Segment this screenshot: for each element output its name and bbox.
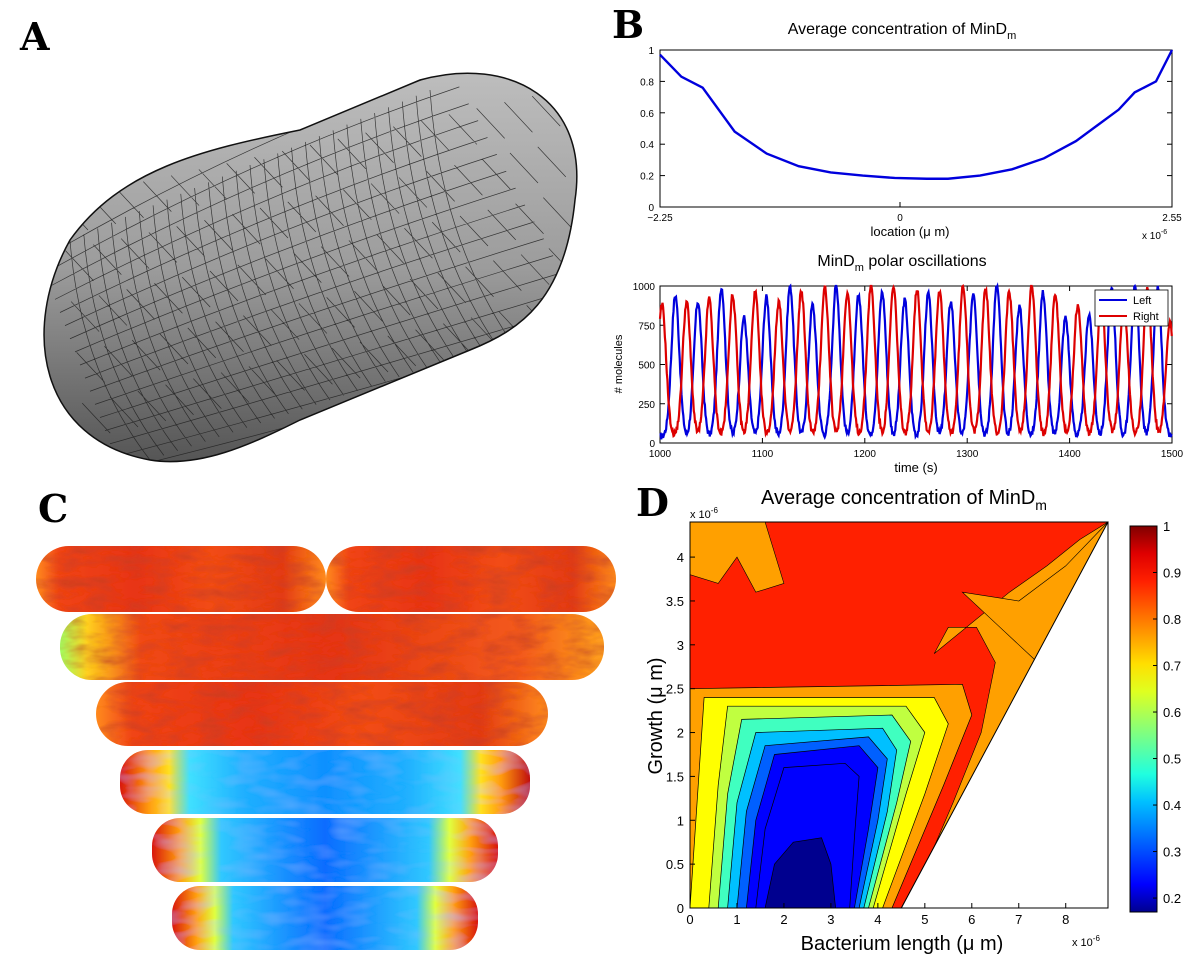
profile-y-tick-label: 0.8 [640,77,654,88]
contour-y-tick-label: 2 [677,726,684,741]
contour-y-tick-label: 0 [677,901,684,916]
profile-series-line [659,49,1174,180]
contour-x-tick-label: 0 [686,912,693,927]
capsule-body [44,73,577,462]
cell-strip-5 [152,818,498,882]
contour-x-tick-label: 7 [1015,912,1022,927]
left-series-line [659,282,1173,441]
legend-right-label: Right [1133,311,1159,323]
colorbar-tick-label: 0.9 [1163,566,1181,581]
contour-x-label: Bacterium length (μ m) [801,933,1004,955]
panel-letter-b: B [612,2,645,47]
contour-x-tick-label: 4 [874,912,881,927]
colorbar-tick-label: 0.5 [1163,752,1181,767]
contour-plot-frame [689,521,1109,909]
profile-y-tick-label: 0.4 [640,140,654,151]
profile-y-tick-label: 0 [648,203,654,214]
colorbar-tick-label: 0.6 [1163,705,1181,720]
oscillation-y-tick-label: 750 [638,321,655,332]
cell-strip-dividing [36,546,616,612]
profile-title-sub: m [1007,30,1016,42]
contour-y-tick-label: 1 [677,813,684,828]
contour-y-tick-label: 2.5 [666,682,684,697]
contour-y-tick-label: 4 [677,550,684,565]
oscillation-x-tick-label: 1000 [649,449,672,460]
contour-x-tick-label: 3 [827,912,834,927]
profile-x-tick-label: 2.55 [1162,213,1182,224]
contour-y-tick-label: 1.5 [666,769,684,784]
oscillation-y-tick-label: 1000 [633,282,656,293]
oscillation-x-tick-label: 1100 [752,449,774,460]
panel-b-charts: Average concentration of MinDm 00.20.40.… [613,21,1184,475]
profile-x-label: location (μ m) [870,224,949,239]
oscillation-y-tick-label: 0 [649,439,655,450]
oscillation-y-label: # molecules [613,334,625,393]
profile-y-tick-label: 0.6 [640,109,654,120]
colorbar-tick-label: 0.2 [1163,891,1181,906]
contour-x-tick-label: 5 [921,912,928,927]
cell-strip-3 [96,682,548,746]
contour-x-tick-label: 1 [733,912,740,927]
oscillation-y-tick-label: 250 [638,400,655,411]
colorbar-tick-label: 0.8 [1163,612,1181,627]
contour-x-tick-label: 6 [968,912,975,927]
contour-y-tick-label: 3.5 [666,594,684,609]
contour-domain-edge [900,521,1109,909]
profile-y-tick-label: 0.2 [640,172,654,183]
profile-x-multiplier: x 10-6 [1142,229,1167,242]
oscillation-x-tick-label: 1300 [956,449,979,460]
oscillation-title-sub: m [855,262,864,274]
colorbar-tick-label: 1 [1163,519,1170,534]
colorbar-tick-label: 0.7 [1163,659,1181,674]
oscillation-x-label: time (s) [894,460,937,475]
colorbar [1129,525,1158,913]
profile-title-main: Average concentration of MinD [788,21,1007,38]
contour-y-multiplier: x 10-6 [690,506,718,521]
profile-x-tick-label: 0 [897,213,903,224]
capsule-mesh-figure [43,72,578,463]
cell-strip-6 [172,886,478,950]
oscillation-x-tick-label: 1500 [1161,449,1184,460]
contour-x-tick-label: 8 [1062,912,1069,927]
panel-c-cell-strips [36,546,616,950]
oscillation-chart-title: MinDm polar oscillations [817,253,986,274]
contour-y-label: Growth (μ m) [645,657,667,774]
colorbar-tick-label: 0.3 [1163,845,1181,860]
profile-chart-title: Average concentration of MinDm [788,21,1017,42]
panel-letter-d: D [636,480,669,525]
panel-letter-a: A [20,14,50,59]
panel-letter-c: C [38,486,69,531]
colorbar-tick-label: 0.4 [1163,798,1181,813]
profile-plot-frame [659,49,1173,208]
oscillation-x-tick-label: 1400 [1058,449,1081,460]
cell-strip-4 [120,750,530,814]
contour-x-multiplier: x 10-6 [1072,934,1100,949]
legend-left-label: Left [1133,295,1151,307]
oscillation-title-main: MinD [817,253,854,270]
contour-y-tick-label: 3 [677,638,684,653]
contour-x-tick-label: 2 [780,912,787,927]
right-series-line [658,283,1173,439]
capsule-outline [43,72,578,463]
oscillation-x-tick-label: 1200 [854,449,877,460]
profile-x-tick-label: −2.25 [647,213,673,224]
contour-level-0.8-corner [689,521,785,593]
profile-y-tick-label: 1 [648,46,654,57]
oscillation-title-suffix: polar oscillations [864,253,987,270]
cell-strip-2 [60,614,604,680]
oscillation-legend: Left Right [1094,289,1169,327]
contour-title: Average concentration of MinDm [761,487,1047,513]
contour-y-tick-label: 0.5 [666,857,684,872]
oscillation-y-tick-label: 500 [638,361,655,372]
